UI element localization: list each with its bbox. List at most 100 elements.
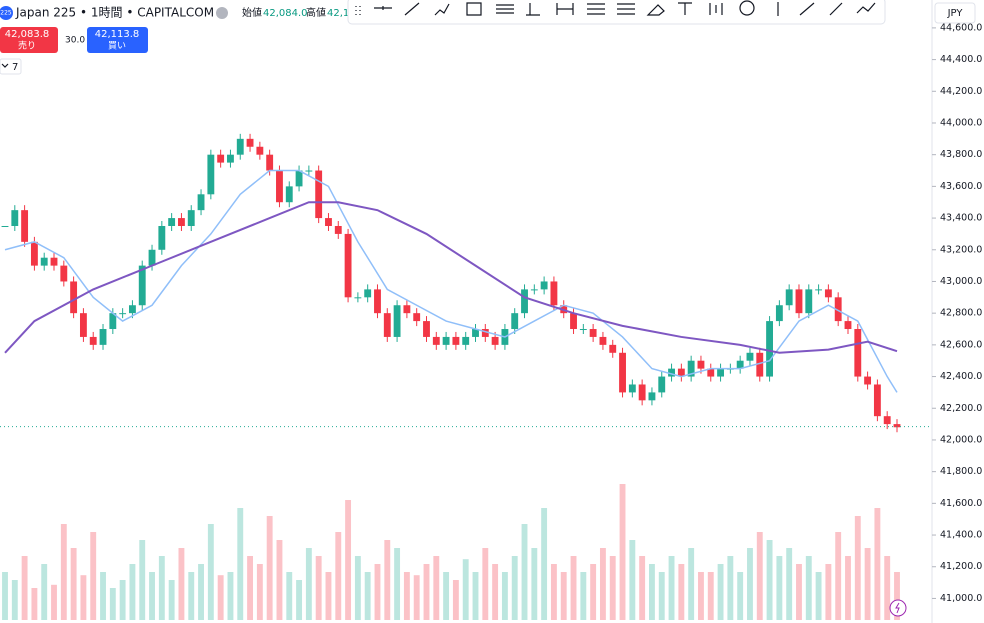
candle — [756, 352, 764, 377]
currency-box[interactable] — [934, 2, 976, 24]
tool-range[interactable] — [556, 3, 574, 15]
tool-fib[interactable] — [496, 4, 514, 14]
volume-bar — [266, 516, 273, 620]
volume-bar — [531, 548, 538, 620]
y-tick-label: 42,600.0 — [940, 339, 982, 350]
candle — [217, 154, 225, 163]
candle — [197, 194, 205, 211]
volume-bar — [854, 516, 861, 620]
candle — [393, 305, 401, 337]
tool-text[interactable] — [678, 2, 692, 15]
candle — [844, 321, 852, 330]
volume-bar — [590, 564, 597, 620]
volume-bar — [805, 556, 812, 620]
tool-pitch[interactable] — [587, 3, 605, 15]
candle — [589, 329, 597, 337]
y-tick-label: 43,400.0 — [940, 213, 982, 224]
volume-bar — [452, 580, 459, 620]
candle — [60, 265, 68, 282]
volume-bar — [384, 540, 391, 620]
volume-bar — [80, 575, 87, 620]
candle — [119, 313, 127, 315]
tool-cycle[interactable] — [739, 0, 755, 16]
volume-bar — [168, 580, 175, 620]
volume-bar — [894, 572, 900, 620]
candle — [570, 313, 577, 330]
volume-bar — [443, 572, 450, 620]
dropdown-arrow — [1, 63, 9, 68]
open-value: 42,084.0 — [263, 8, 308, 19]
y-tick-label: 42,000.0 — [940, 434, 982, 445]
volume-bar — [129, 564, 136, 620]
y-tick-label: 44,600.0 — [940, 22, 982, 33]
volume-bar — [139, 540, 146, 620]
sell-button[interactable] — [0, 27, 58, 53]
candle — [70, 281, 78, 314]
candle — [276, 170, 283, 203]
candle — [785, 289, 793, 306]
volume-bar — [619, 484, 626, 620]
y-tick-label: 44,000.0 — [940, 117, 982, 128]
candle — [707, 368, 715, 377]
y-tick-label: 43,000.0 — [940, 276, 982, 287]
volume-bar — [423, 564, 430, 620]
tool-arrowline[interactable] — [829, 2, 843, 16]
buy-button[interactable] — [87, 27, 148, 53]
candle — [481, 329, 489, 337]
tool-candles[interactable] — [709, 3, 723, 15]
tool-arrow[interactable] — [526, 3, 540, 16]
volume-bar — [678, 564, 685, 620]
volume-bar — [296, 580, 303, 620]
volume-bar — [51, 584, 57, 620]
interval-dropdown[interactable] — [0, 58, 22, 75]
candle — [824, 289, 832, 298]
currency: JPY — [947, 8, 964, 19]
volume-bar — [100, 572, 106, 620]
volume-bar — [119, 580, 126, 620]
price-axis: 41,000.0 41,200.0 41,400.0 41,600.0 41,800.0… — [932, 22, 982, 604]
volume-bar — [874, 508, 881, 620]
candle — [511, 313, 519, 330]
candle — [344, 233, 352, 298]
y-tick-label: 41,600.0 — [940, 498, 982, 509]
candle — [491, 336, 499, 345]
tool-ray[interactable] — [799, 2, 815, 16]
volume-bar — [11, 580, 18, 620]
volume-bar — [541, 508, 548, 620]
symbol-title[interactable]: Japan 225 • 1時間 • CAPITALCOM — [15, 6, 214, 20]
volume-bar — [158, 556, 165, 620]
drag-handle[interactable] — [355, 6, 361, 15]
volume-bar — [335, 532, 342, 620]
tool-rect[interactable] — [466, 2, 482, 16]
volume-bar — [639, 556, 646, 620]
tool-channel[interactable] — [617, 3, 635, 15]
buy-label: 買い — [108, 41, 126, 52]
volume-bar — [776, 556, 783, 620]
y-tick-label: 41,400.0 — [940, 530, 982, 541]
candle — [11, 210, 19, 226]
tool-trend[interactable] — [404, 2, 420, 16]
spread: 30.0 — [65, 36, 85, 46]
candle — [50, 257, 58, 266]
candle — [305, 170, 313, 172]
interval-value: 7 — [12, 62, 18, 73]
volume-bar — [462, 559, 469, 620]
volume-bar — [884, 556, 891, 620]
candle — [432, 336, 440, 345]
tool-path[interactable] — [434, 3, 450, 16]
volume-bar — [864, 548, 871, 620]
candle — [452, 336, 460, 345]
tool-brush[interactable] — [646, 4, 665, 16]
volume-bar — [570, 556, 577, 620]
volume-bar — [286, 572, 293, 620]
tool-hline[interactable] — [374, 6, 392, 10]
volume-bar — [21, 556, 28, 620]
volume-bar — [717, 564, 724, 620]
high-label: 高値 — [306, 6, 326, 19]
candle — [834, 297, 842, 322]
volume-bar — [501, 572, 508, 620]
moving-average — [4, 169, 898, 393]
y-tick-label: 42,200.0 — [940, 403, 982, 414]
candle — [462, 336, 470, 345]
tool-polyline[interactable] — [856, 2, 876, 14]
